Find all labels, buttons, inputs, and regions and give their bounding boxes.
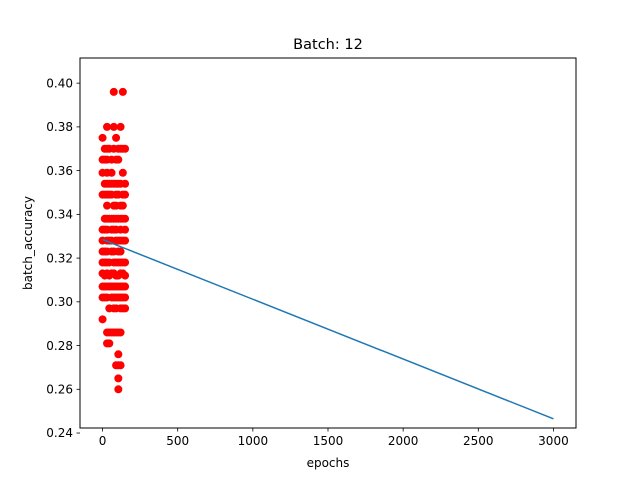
y-tick-label: 0.28 [46, 339, 73, 353]
x-tick-label: 1000 [238, 434, 269, 448]
y-tick-label: 0.36 [46, 164, 73, 178]
y-tick-label: 0.34 [46, 208, 73, 222]
y-tick-label: 0.32 [46, 251, 73, 265]
scatter-point [103, 201, 112, 210]
y-tick-label: 0.24 [46, 426, 73, 440]
scatter-point [121, 236, 130, 245]
scatter-point [116, 361, 125, 370]
scatter-point [121, 282, 130, 291]
y-tick-label: 0.30 [46, 295, 73, 309]
plot-marks [98, 87, 554, 420]
x-axis-label: epochs [307, 456, 350, 470]
trend-line [102, 238, 554, 420]
axis-ticks: 0 500 1000 1500 2000 2500 3000 0.24 0.26 0.28 0.30… [46, 76, 568, 448]
scatter-point [121, 144, 130, 153]
y-tick-label: 0.26 [46, 382, 73, 396]
x-tick-label: 500 [166, 434, 189, 448]
scatter-point [121, 304, 130, 313]
scatter-point [118, 168, 127, 177]
scatter-point [121, 271, 130, 280]
y-axis-label: batch_accuracy [21, 196, 35, 290]
y-tick-label: 0.40 [46, 76, 73, 90]
scatter-point [103, 122, 112, 131]
scatter-point [114, 155, 123, 164]
scatter-point [116, 328, 125, 337]
scatter-point [114, 385, 123, 394]
x-tick-label: 1500 [313, 434, 344, 448]
x-tick-label: 3000 [538, 434, 569, 448]
scatter-point [121, 190, 130, 199]
scatter-point [98, 315, 107, 324]
scatter-point [107, 168, 116, 177]
scatter-point [121, 214, 130, 223]
x-tick-label: 2000 [388, 434, 419, 448]
scatter-point [114, 374, 123, 383]
scatter-point [98, 133, 107, 142]
x-tick-label: 0 [99, 434, 107, 448]
scatter-point [116, 122, 125, 131]
x-tick-label: 2500 [463, 434, 494, 448]
scatter-point [105, 339, 114, 348]
scatter-point [121, 293, 130, 302]
scatter-point [121, 258, 130, 267]
y-tick-label: 0.38 [46, 120, 73, 134]
scatter-point [109, 87, 118, 96]
chart-title: Batch: 12 [293, 37, 363, 53]
scatter-point [116, 247, 125, 256]
scatter-point [121, 225, 130, 234]
scatter-point [109, 122, 118, 131]
scatter-point [118, 201, 127, 210]
scatter-point [114, 350, 123, 359]
scatter-point [118, 87, 127, 96]
scatter-point [121, 179, 130, 188]
scatter-point [112, 133, 121, 142]
